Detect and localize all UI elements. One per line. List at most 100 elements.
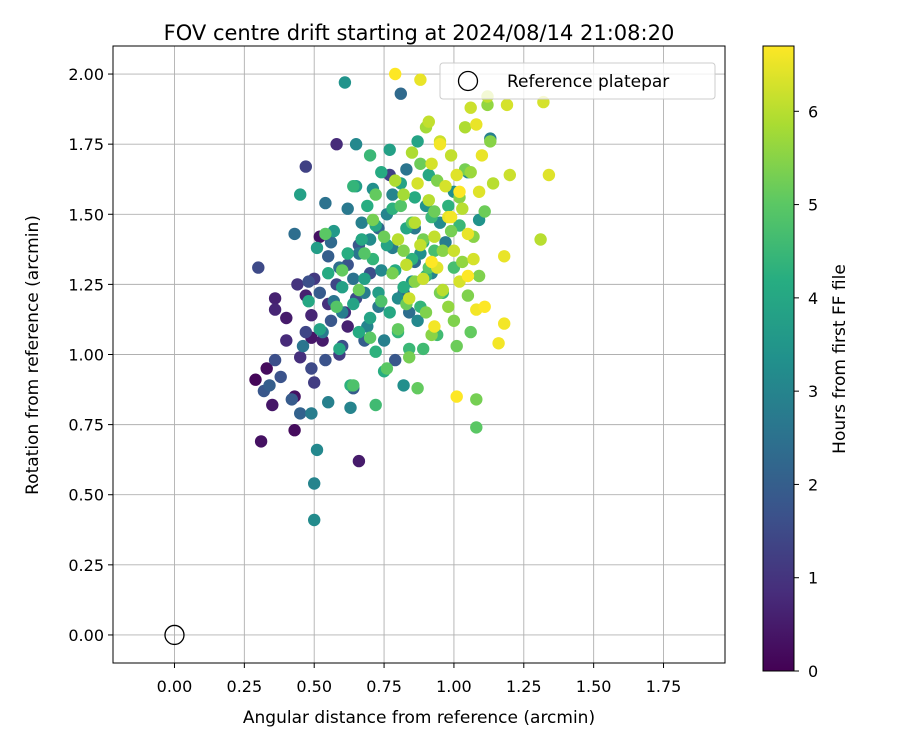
data-point: [403, 292, 416, 305]
data-point: [422, 115, 435, 128]
data-point: [274, 370, 287, 384]
data-point: [263, 379, 276, 392]
data-point: [319, 227, 332, 241]
data-point: [472, 185, 486, 198]
legend-box: [439, 62, 716, 100]
data-point: [358, 272, 371, 285]
data-point: [419, 306, 433, 319]
data-point: [428, 230, 441, 243]
data-point: [447, 314, 461, 327]
data-point: [363, 149, 377, 162]
data-point: [280, 334, 293, 347]
data-point: [461, 289, 475, 302]
y-tick-label: 0.00: [68, 626, 104, 645]
data-point: [322, 267, 335, 280]
data-point: [425, 157, 438, 170]
colorbar-tick-label: 1: [808, 569, 818, 588]
data-point: [391, 323, 405, 336]
data-point: [302, 275, 315, 288]
data-point: [391, 233, 405, 246]
data-point: [347, 379, 360, 392]
data-point: [411, 135, 424, 148]
data-point: [411, 382, 424, 395]
y-tick-label: 2.00: [68, 65, 104, 84]
data-point: [291, 278, 304, 291]
data-point: [260, 362, 273, 375]
data-point: [498, 317, 511, 330]
data-point: [444, 149, 458, 162]
data-point: [380, 362, 394, 375]
data-point: [461, 227, 475, 241]
data-point: [414, 157, 427, 170]
data-point: [425, 255, 438, 269]
data-point: [285, 393, 298, 406]
x-tick-label: 1.25: [506, 677, 542, 696]
data-point: [330, 138, 343, 151]
x-tick-label: 0.75: [366, 677, 402, 696]
y-tick-label: 1.00: [68, 346, 104, 365]
data-point: [442, 199, 455, 213]
data-point: [475, 149, 489, 162]
data-point: [313, 286, 326, 299]
data-point: [299, 325, 312, 339]
x-tick-label: 1.50: [576, 677, 612, 696]
colorbar-tick-label: 5: [808, 196, 818, 215]
data-point: [252, 261, 265, 274]
data-point: [433, 138, 447, 151]
data-point: [389, 353, 402, 367]
reference-marker-layer: [164, 624, 185, 646]
data-point: [408, 191, 421, 204]
data-point: [268, 303, 282, 316]
data-point: [322, 396, 335, 409]
data-point: [347, 180, 360, 193]
data-point: [386, 188, 399, 201]
x-axis-ticks: 0.00 0.25 0.50 0.75 1.00 1.25 1.50 1.75: [157, 663, 682, 696]
data-point: [442, 300, 455, 313]
data-point: [308, 376, 321, 389]
y-axis-ticks: 0.00 0.25 0.50 0.75 1.00 1.25 1.50 1.75 2.00: [68, 65, 113, 645]
data-point: [417, 272, 430, 285]
data-point: [266, 398, 279, 412]
data-point: [375, 264, 388, 277]
data-point: [336, 264, 349, 277]
data-point: [296, 339, 310, 353]
data-point: [394, 199, 407, 213]
data-point: [461, 269, 475, 283]
data-point: [478, 205, 491, 218]
data-point: [308, 513, 321, 527]
data-point: [349, 138, 363, 151]
data-point: [444, 210, 458, 224]
y-tick-label: 1.25: [68, 275, 104, 294]
data-point: [400, 258, 413, 271]
data-point: [394, 87, 407, 100]
data-point: [341, 202, 354, 215]
reference-platepar-marker: [164, 624, 185, 646]
data-point: [322, 250, 335, 263]
data-point: [500, 98, 514, 112]
data-point: [377, 230, 391, 243]
data-point: [397, 379, 410, 392]
data-point: [386, 267, 399, 280]
x-tick-label: 0.50: [296, 677, 332, 696]
data-point: [363, 311, 377, 325]
data-point: [405, 146, 419, 159]
data-point: [344, 401, 357, 414]
data-point: [542, 168, 556, 182]
data-point: [464, 325, 477, 339]
data-point: [288, 424, 301, 437]
data-points: [249, 67, 556, 527]
data-point: [310, 443, 324, 457]
y-tick-label: 1.75: [68, 135, 104, 154]
x-tick-label: 1.75: [646, 677, 682, 696]
data-point: [428, 320, 441, 333]
data-point: [294, 188, 307, 201]
data-point: [268, 292, 282, 305]
data-point: [341, 320, 354, 333]
data-point: [397, 244, 410, 257]
data-point: [363, 331, 377, 344]
data-point: [352, 454, 366, 468]
colorbar-label: Hours from first FF file: [830, 264, 850, 454]
colorbar-ticks: 0 1 2 3 4 5 6: [794, 102, 818, 681]
data-point: [375, 295, 388, 308]
data-point: [358, 247, 371, 260]
